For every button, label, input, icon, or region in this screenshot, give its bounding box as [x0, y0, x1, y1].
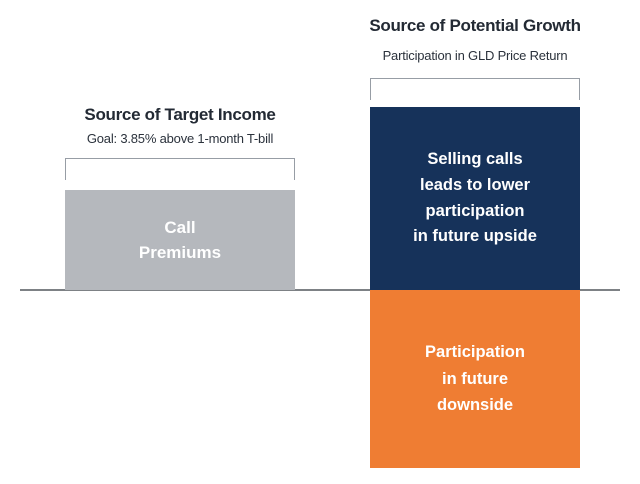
call-premiums-bar: Call Premiums — [65, 190, 295, 290]
right-subtitle: Participation in GLD Price Return — [382, 48, 568, 63]
right-title: Source of Potential Growth — [369, 16, 581, 35]
zero-baseline — [20, 289, 620, 291]
right-bracket — [370, 78, 580, 100]
left-subtitle: Goal: 3.85% above 1-month T-bill — [86, 131, 274, 146]
left-title: Source of Target Income — [84, 105, 276, 124]
downside-participation-bar: Participation in future downside — [370, 290, 580, 468]
upside-participation-bar: Selling calls leads to lower participati… — [370, 107, 580, 290]
left-bracket — [65, 158, 295, 180]
